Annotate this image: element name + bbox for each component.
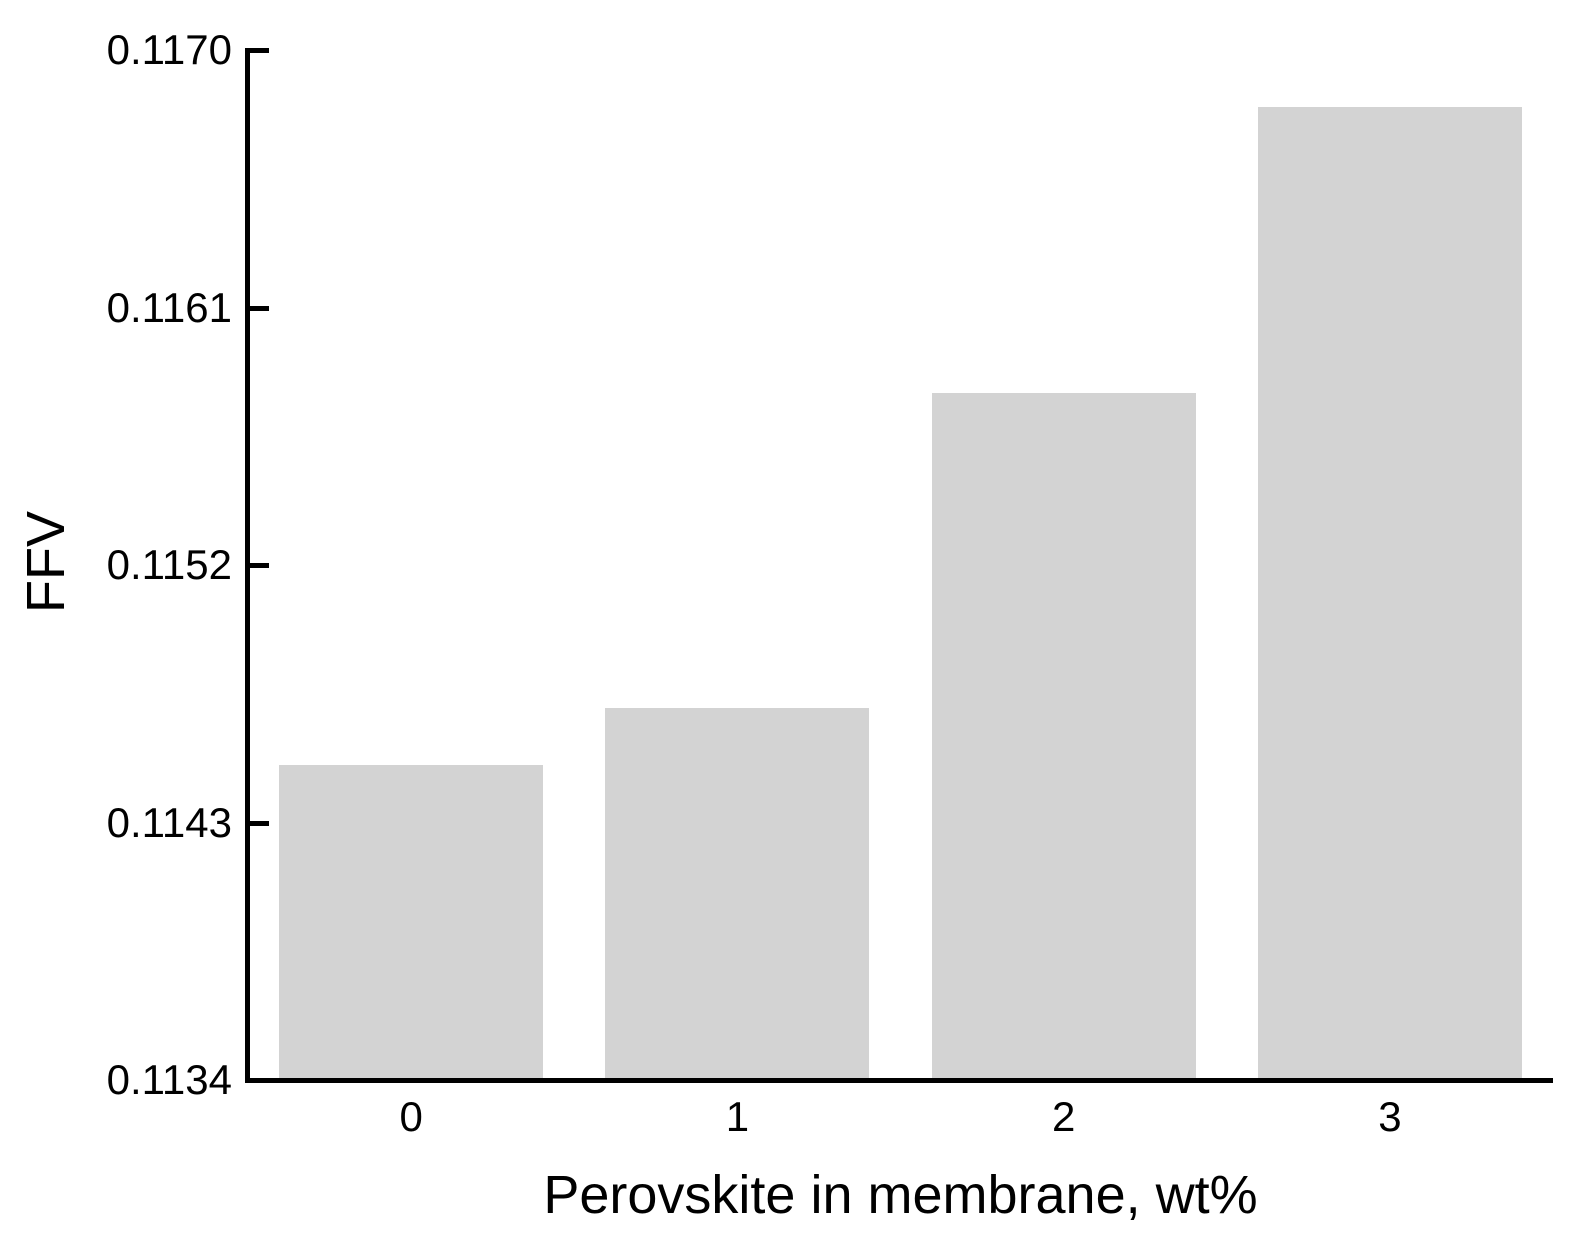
y-tick-mark-0.1134 [250, 1078, 269, 1083]
y-tick-mark-0.1161 [250, 305, 269, 311]
x-tick-label-3: 3 [1378, 1093, 1402, 1140]
y-axis-title: FFV [16, 511, 76, 613]
bar-1 [605, 708, 870, 1080]
bar-3 [1257, 107, 1522, 1080]
x-axis-line [245, 1078, 1553, 1083]
y-tick-mark-0.1152 [250, 563, 269, 568]
y-tick-label-0.1170: 0.1170 [106, 26, 232, 73]
y-tick-label-0.1143: 0.1143 [106, 798, 232, 846]
bar-0 [279, 765, 544, 1080]
y-tick-label-0.1161: 0.1161 [106, 283, 232, 331]
y-axis-line [245, 48, 250, 1083]
bar-2 [931, 393, 1196, 1080]
x-tick-label-0: 0 [399, 1093, 423, 1140]
y-tick-mark-0.1143 [250, 820, 269, 826]
x-axis-title: Perovskite in membrane, wt% [543, 1165, 1258, 1225]
x-tick-label-1: 1 [725, 1093, 750, 1140]
x-tick-label-2: 2 [1051, 1093, 1076, 1140]
y-tick-label-0.1134: 0.1134 [106, 1056, 232, 1103]
y-tick-mark-0.1170 [250, 48, 269, 53]
y-tick-label-0.1152: 0.1152 [106, 541, 232, 588]
